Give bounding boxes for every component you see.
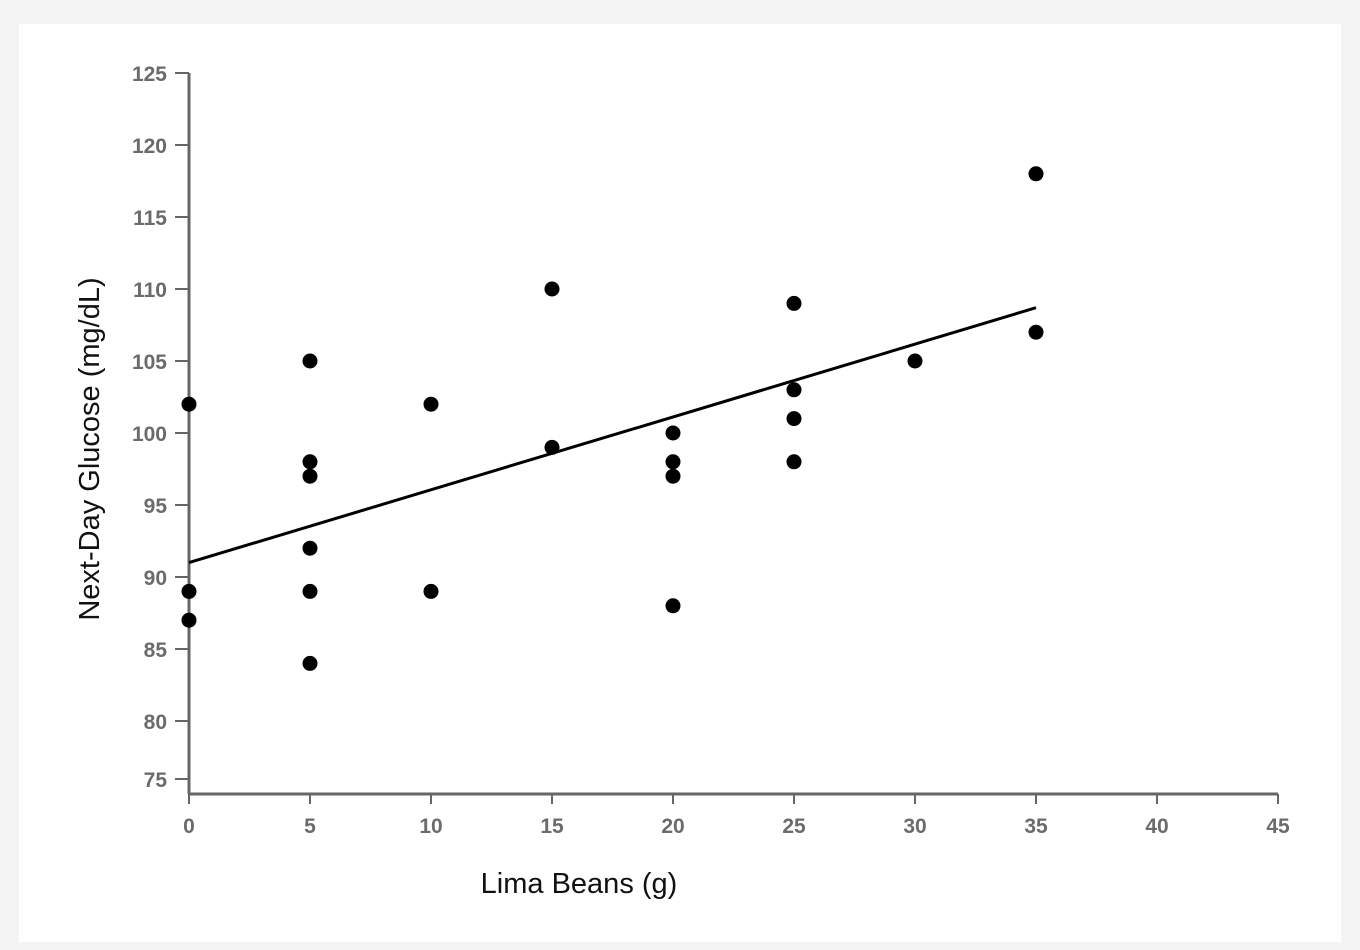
data-point — [1028, 324, 1044, 340]
y-tick-label: 80 — [144, 711, 167, 734]
points-layer — [181, 166, 1044, 671]
data-point — [1028, 166, 1044, 182]
data-point — [786, 382, 802, 398]
data-point — [302, 540, 318, 556]
x-tick-label: 30 — [903, 815, 926, 838]
data-point — [786, 411, 802, 427]
data-point — [665, 468, 681, 484]
data-point — [786, 295, 802, 311]
x-tick-label: 10 — [419, 815, 442, 838]
x-tick-label: 15 — [540, 815, 564, 838]
data-point — [544, 281, 560, 297]
data-point — [302, 655, 318, 671]
data-point — [302, 583, 318, 599]
scatter-chart: 75 80 85 90 95 100 105 110 115 120 125 0 5 10 15 20 25 30… — [74, 63, 1290, 900]
data-point — [181, 583, 197, 599]
x-tick-label: 35 — [1024, 815, 1048, 838]
x-tick-label: 5 — [304, 815, 316, 838]
y-tick-label: 115 — [133, 207, 167, 230]
x-tick-label: 25 — [782, 815, 806, 838]
data-point — [181, 612, 197, 628]
data-point — [302, 353, 318, 369]
axes: 75 80 85 90 95 100 105 110 115 120 125 0 5 10 15 20 25 30… — [132, 63, 1290, 838]
data-point — [786, 454, 802, 470]
x-tick-label: 40 — [1145, 815, 1168, 838]
y-tick-label: 100 — [132, 423, 167, 446]
y-tick-label: 125 — [132, 63, 167, 86]
x-tick-label: 20 — [661, 815, 684, 838]
data-point — [181, 396, 197, 412]
data-point — [423, 583, 439, 599]
y-axis-title: Next-Day Glucose (mg/dL) — [74, 277, 106, 620]
x-axis-title: Lima Beans (g) — [481, 868, 678, 900]
trend-line-layer — [188, 306, 1037, 565]
data-point — [423, 396, 439, 412]
data-point — [665, 598, 681, 614]
x-tick-label: 45 — [1266, 815, 1290, 838]
data-point — [665, 425, 681, 441]
x-tick-label: 0 — [183, 815, 195, 838]
chart-card: 75 80 85 90 95 100 105 110 115 120 125 0 5 10 15 20 25 30… — [19, 24, 1341, 942]
data-point — [302, 454, 318, 470]
data-point — [907, 353, 923, 369]
y-tick-label: 105 — [132, 351, 167, 374]
y-tick-label: 95 — [144, 495, 168, 518]
y-tick-label: 110 — [133, 279, 167, 302]
data-point — [665, 454, 681, 470]
y-tick-label: 85 — [144, 639, 168, 662]
y-tick-label: 120 — [132, 135, 167, 158]
data-point — [302, 468, 318, 484]
y-tick-label: 90 — [144, 567, 167, 590]
trend-line — [188, 306, 1037, 565]
data-point — [544, 439, 560, 455]
y-tick-label: 75 — [144, 769, 168, 792]
